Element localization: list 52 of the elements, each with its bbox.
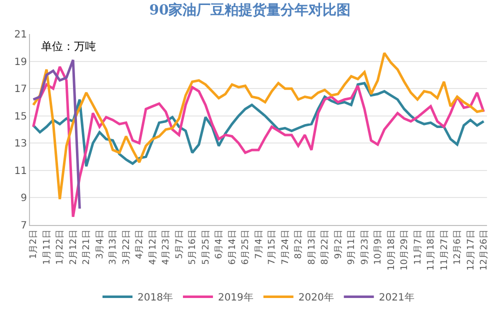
annotation: 单位：万吨 xyxy=(41,40,96,53)
x-tick-label: 5月7日 xyxy=(174,230,185,260)
line-series xyxy=(32,58,81,210)
line-series xyxy=(32,65,485,218)
x-tick-label: 10月29日 xyxy=(400,230,410,271)
x-tick-label: 8月2日 xyxy=(294,230,304,260)
x-tick-label: 10月18日 xyxy=(386,230,397,271)
x-tick-label: 7月4日 xyxy=(254,230,264,260)
y-tick-label: 13 xyxy=(14,138,27,150)
line-series xyxy=(32,52,485,200)
x-tick-label: 8月22日 xyxy=(320,230,331,265)
x-tick-label: 6月14日 xyxy=(228,230,238,265)
x-tick-label: 1月22日 xyxy=(56,230,66,265)
x-tick-label: 3月4日 xyxy=(95,230,106,260)
x-tick-label: 1月11日 xyxy=(42,230,52,265)
x-tick-label: 1月2日 xyxy=(29,230,40,260)
y-tick-label: 15 xyxy=(14,111,27,122)
x-tick-label: 12月6日 xyxy=(453,230,464,265)
x-tick-label: 2月12日 xyxy=(68,230,79,265)
chart-title: 90家油厂豆粕提货量分年对比图 xyxy=(149,2,351,19)
x-tick-label: 4月23日 xyxy=(162,230,172,265)
x-tick-label: 9月11日 xyxy=(347,230,358,265)
x-tick-label: 9月23日 xyxy=(360,230,370,265)
x-tick-label: 12月17日 xyxy=(466,230,476,271)
x-tick-label: 4月12日 xyxy=(148,230,158,265)
x-tick-label: 5月25日 xyxy=(201,230,212,265)
x-tick-label: 9月2日 xyxy=(334,230,344,260)
legend-label: 2018年 xyxy=(138,292,173,304)
x-tick-label: 5月16日 xyxy=(188,230,198,265)
legend-label: 2020年 xyxy=(298,292,334,304)
legend-label: 2021年 xyxy=(378,292,414,304)
y-tick-label: 19 xyxy=(14,56,27,68)
y-tick-label: 7 xyxy=(20,220,27,232)
x-tick-label: 7月15日 xyxy=(268,230,278,265)
y-tick-label: 11 xyxy=(14,166,27,177)
x-tick-label: 12月26日 xyxy=(480,230,490,271)
x-tick-label: 6月25日 xyxy=(241,230,252,265)
y-tick-label: 9 xyxy=(20,193,27,204)
x-tick-label: 10月9日 xyxy=(374,230,384,265)
x-tick-label: 11月27日 xyxy=(440,230,450,271)
legend-label: 2019年 xyxy=(218,292,254,304)
x-tick-label: 7月24日 xyxy=(280,230,291,265)
x-tick-label: 3月22日 xyxy=(122,230,132,265)
y-tick-label: 21 xyxy=(14,30,27,40)
x-tick-label: 6月4日 xyxy=(214,230,225,260)
x-tick-label: 4月2日 xyxy=(135,230,146,260)
x-tick-label: 3月13日 xyxy=(108,230,119,265)
x-tick-label: 11月18日 xyxy=(426,230,437,271)
y-tick-label: 17 xyxy=(14,84,27,96)
x-tick-label: 11月7日 xyxy=(413,230,424,265)
x-tick-label: 8月13日 xyxy=(307,230,318,265)
x-tick-label: 2月21日 xyxy=(82,230,92,265)
